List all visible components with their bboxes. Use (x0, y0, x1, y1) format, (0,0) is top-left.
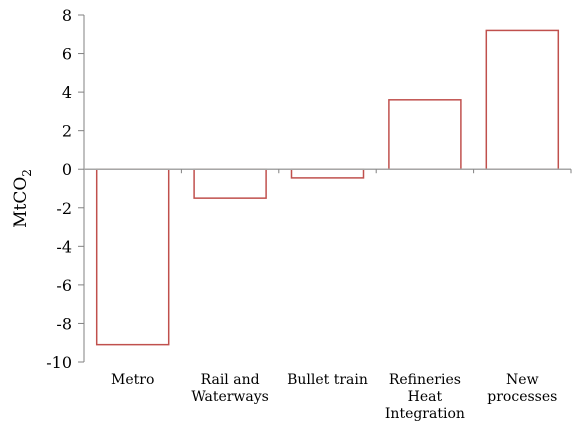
bar (388, 99, 462, 170)
y-tick-label: -2 (56, 199, 72, 218)
y-axis-title-text: MtCO (11, 177, 31, 228)
x-category-label-line: Integration (385, 406, 465, 422)
y-axis: 8 6 4 2 0 -2 -4 -6 -8 -10 (46, 6, 85, 372)
y-tick-label: 4 (62, 83, 72, 102)
y-tick-label: -10 (46, 353, 72, 372)
y-tick-label: 6 (62, 45, 72, 64)
x-category-label-line: Rail and (201, 372, 260, 388)
y-tick-label: 2 (62, 122, 72, 141)
bar (95, 168, 170, 346)
x-category-label-line: New (506, 372, 539, 388)
y-tick-label: -8 (56, 314, 72, 333)
x-category-label: Bullet train (287, 372, 368, 388)
x-category-label: Rail and Waterways (191, 372, 269, 405)
y-axis-title: MtCO2 (11, 169, 34, 228)
x-category-label-line: Waterways (191, 389, 269, 405)
x-category-label: Metro (111, 372, 154, 388)
y-tick-label: -6 (56, 276, 72, 295)
bar (485, 29, 560, 170)
x-category-label: New processes (487, 372, 557, 405)
bars (95, 29, 560, 346)
y-tick-label: 0 (62, 160, 72, 179)
x-category-label-line: processes (487, 389, 557, 405)
bar (290, 168, 365, 179)
x-category-label-line: Refineries (389, 372, 461, 388)
x-category-label: Refineries Heat Integration (385, 372, 465, 422)
y-tick-label: -4 (56, 237, 72, 256)
x-category-label-line: Metro (111, 372, 154, 388)
x-axis: Metro Rail and Waterways Bullet train Refine… (84, 168, 572, 422)
y-axis-title-subscript: 2 (20, 169, 34, 177)
x-category-label-line: Bullet train (287, 372, 368, 388)
bar (193, 168, 267, 199)
y-tick-label: 8 (62, 6, 72, 25)
x-category-label-line: Heat (408, 389, 443, 405)
